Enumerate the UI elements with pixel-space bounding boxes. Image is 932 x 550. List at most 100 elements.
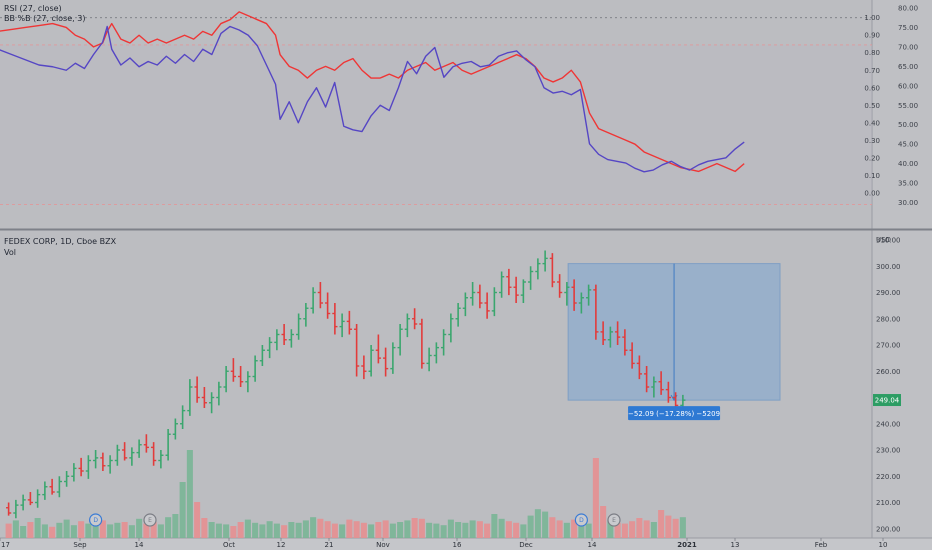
volume-bar (208, 522, 215, 538)
indicator-band-fill (0, 44, 872, 205)
ohlc-bar (339, 313, 345, 338)
ohlc-bar (665, 381, 671, 403)
ohlc-bar (252, 355, 258, 382)
event-marker[interactable] (143, 513, 157, 527)
volume-bar (346, 519, 353, 538)
time-axis-tick: Dec (519, 541, 533, 549)
volume-bar (520, 524, 527, 538)
ohlc-bar (346, 310, 352, 335)
volume-bar (34, 518, 41, 538)
event-marker[interactable] (89, 513, 103, 527)
rsi-axis-tick: 65.00 (898, 63, 918, 71)
ohlc-bar (216, 381, 222, 406)
ohlc-bar (85, 455, 91, 479)
ohlc-bar (484, 292, 490, 319)
volume-bar (629, 521, 636, 538)
volume-bar (78, 521, 85, 538)
ohlc-bar (600, 321, 606, 345)
ohlc-bar (93, 450, 99, 469)
rsi-axis-tick: 50.00 (898, 121, 918, 129)
ohlc-bar (325, 292, 331, 319)
rsi-axis-tick: 35.00 (898, 180, 918, 188)
rsi-axis-tick: 80.00 (898, 5, 918, 13)
volume-bar (360, 522, 367, 538)
rsi-axis-tick: 45.00 (898, 141, 918, 149)
volume-bar (542, 511, 549, 538)
ohlc-bar (288, 329, 294, 348)
volume-bar (244, 519, 251, 538)
volume-bar (665, 515, 672, 538)
volume-bar (121, 522, 128, 538)
volume-bar (397, 522, 404, 538)
volume-bar (136, 518, 143, 538)
volume-bar (455, 522, 462, 538)
ohlc-bar (397, 324, 403, 356)
volume-bar (237, 522, 244, 538)
volume-bar (70, 525, 77, 538)
bb-axis-tick: 0.40 (864, 119, 880, 127)
ohlc-bar (64, 471, 70, 487)
currency-label: USD (876, 236, 891, 244)
volume-bar (382, 520, 389, 538)
volume-bar (368, 524, 375, 538)
volume-bar (571, 519, 578, 538)
ohlc-bar (267, 337, 273, 359)
bb-axis-tick: 0.90 (864, 32, 880, 40)
price-axis-tick: 300.00 (876, 263, 901, 271)
ohlc-bar (209, 392, 215, 414)
price-axis-tick: 290.00 (876, 289, 901, 297)
volume-bar (186, 450, 193, 538)
volume-bar (56, 522, 63, 538)
event-marker-label: E (612, 517, 616, 524)
ohlc-bar (593, 284, 599, 340)
volume-bar (469, 520, 476, 538)
volume-bar (20, 526, 27, 538)
volume-bar (288, 522, 295, 538)
ohlc-bar (615, 321, 621, 345)
ohlc-bar (557, 274, 563, 298)
volume-bar (527, 515, 534, 538)
ohlc-bar (6, 502, 12, 516)
rsi-axis-tick: 30.00 (898, 199, 918, 207)
ohlc-bar (383, 347, 389, 377)
time-axis-tick: Oct (223, 541, 235, 549)
ohlc-bar (274, 329, 280, 351)
bb-axis-tick: 0.70 (864, 67, 880, 75)
event-marker[interactable] (607, 513, 621, 527)
ohlc-bar (332, 303, 338, 335)
ohlc-bar (230, 358, 236, 382)
volume-bar (281, 525, 288, 538)
volume-bar (578, 521, 585, 538)
time-axis-tick: 21 (325, 541, 334, 549)
volume-bar (317, 518, 324, 538)
ohlc-bar (129, 447, 135, 466)
ohlc-bar (564, 282, 570, 306)
volume-bar (5, 523, 12, 538)
ohlc-bar (535, 258, 541, 280)
volume-bar (498, 518, 505, 538)
bb-axis-tick: 0.30 (864, 137, 880, 145)
volume-bar (92, 526, 99, 538)
volume-bar (440, 525, 447, 538)
volume-bar (607, 519, 614, 538)
ohlc-bar (13, 499, 19, 519)
volume-bar (484, 523, 491, 538)
volume-bar (223, 524, 230, 538)
time-axis-tick: 13 (731, 541, 740, 549)
volume-bar (563, 522, 570, 538)
volume-bar (339, 524, 346, 538)
time-axis-tick: Feb (815, 541, 828, 549)
ohlc-bar (172, 418, 178, 440)
ohlc-bar (491, 287, 497, 317)
ohlc-bar (520, 279, 526, 303)
volume-bar (556, 520, 563, 538)
ohlc-bar (506, 268, 512, 296)
bb-axis-tick: 0.80 (864, 49, 880, 57)
ohlc-bar (412, 308, 418, 330)
volume-bar (194, 502, 201, 538)
event-marker-label: D (579, 517, 584, 524)
ohlc-bar (433, 342, 439, 364)
time-axis-tick: 12 (277, 541, 286, 549)
event-marker[interactable] (574, 513, 588, 527)
